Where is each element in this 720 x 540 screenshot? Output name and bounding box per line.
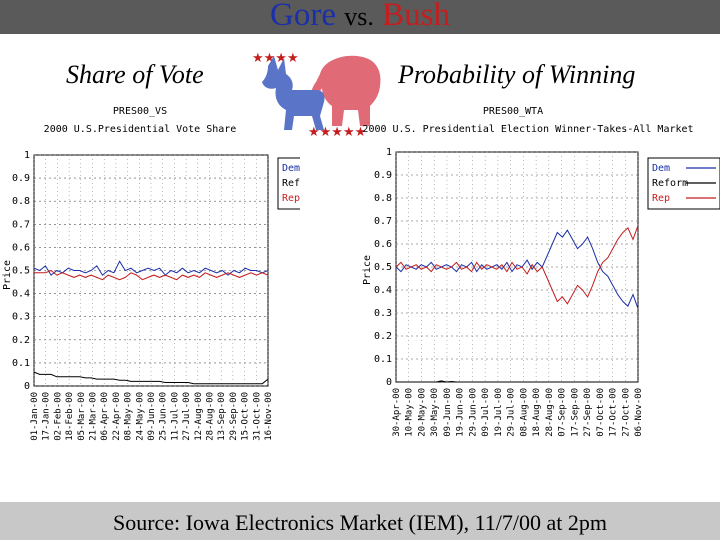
right-subtitle: Probability of Winning — [398, 60, 636, 89]
y-tick-label: 0.4 — [12, 289, 30, 300]
y-axis-label: Price — [362, 255, 373, 285]
x-tick-label: 27-Oct-00 — [621, 388, 631, 437]
x-tick-label: 09-Jun-00 — [147, 392, 157, 441]
x-tick-label: 20-May-00 — [417, 388, 427, 437]
y-tick-label: 0.4 — [374, 285, 392, 296]
winner-takes-all-chart: PRES00_WTA 2000 U.S. Presidential Electi… — [362, 106, 720, 437]
x-tick-label: 18-Feb-00 — [65, 392, 75, 441]
chart-code: PRES00_VS — [113, 106, 167, 117]
series-line-reform — [396, 380, 638, 383]
x-tick-label: 15-Oct-00 — [241, 392, 251, 441]
x-tick-label: 27-Sep-00 — [583, 388, 593, 437]
x-tick-label: 06-Nov-00 — [634, 388, 644, 437]
y-tick-label: 0.5 — [374, 262, 392, 273]
x-tick-label: 12-Aug-00 — [194, 392, 204, 441]
left-subtitle: Share of Vote — [66, 60, 204, 89]
x-tick-label: 30-May-00 — [430, 388, 440, 437]
y-tick-label: 0 — [386, 377, 392, 388]
x-tick-label: 17-Jan-00 — [42, 392, 52, 441]
x-tick-label: 19-Jul-00 — [494, 388, 504, 437]
chart-title: 2000 U.S.Presidential Vote Share — [44, 124, 237, 135]
title-gore: Gore — [270, 0, 336, 33]
series-line-repvs — [34, 269, 269, 281]
y-tick-label: 0.1 — [374, 354, 392, 365]
y-tick-label: 0.5 — [12, 266, 30, 277]
title-bar — [0, 0, 720, 34]
legend-label: Rep — [652, 193, 670, 204]
x-tick-label: 29-Jul-00 — [507, 388, 517, 437]
x-tick-label: 09-Jun-00 — [443, 388, 453, 437]
x-tick-label: 17-Sep-00 — [570, 388, 580, 437]
y-tick-label: 0 — [24, 381, 30, 392]
y-tick-label: 0.8 — [12, 196, 30, 207]
y-tick-label: 0.2 — [374, 331, 392, 342]
legend-label: RepVS — [282, 193, 300, 204]
x-tick-label: 13-Sep-00 — [217, 392, 227, 441]
vote-share-chart: PRES00_VS 2000 U.S.Presidential Vote Sha… — [2, 106, 300, 441]
y-tick-label: 1 — [24, 150, 30, 161]
x-tick-label: 28-Aug-00 — [545, 388, 555, 437]
chart-title: 2000 U.S. Presidential Election Winner-T… — [362, 124, 693, 135]
x-tick-label: 06-Apr-00 — [100, 392, 110, 441]
y-tick-label: 0.3 — [374, 308, 392, 319]
y-tick-label: 0.9 — [12, 173, 30, 184]
title-vs: vs. — [344, 2, 374, 31]
y-tick-label: 0.9 — [374, 170, 392, 181]
footer-bar — [0, 502, 720, 540]
x-tick-label: 02-Feb-00 — [53, 392, 63, 441]
y-tick-label: 0.6 — [374, 239, 392, 250]
donkey-elephant-logo-icon: ★★★★ ★★★★★ — [252, 51, 381, 140]
series-line-rep — [395, 225, 639, 305]
x-tick-label: 18-Aug-00 — [532, 388, 542, 437]
x-tick-label: 28-Aug-00 — [206, 392, 216, 441]
legend-label: Dem — [652, 163, 670, 174]
y-tick-label: 0.7 — [12, 219, 30, 230]
x-tick-label: 19-Jun-00 — [456, 388, 466, 437]
series-line-reformvs — [33, 371, 269, 385]
x-tick-label: 10-May-00 — [405, 388, 415, 437]
x-tick-label: 11-Jul-00 — [170, 392, 180, 441]
chart-code: PRES00_WTA — [483, 106, 543, 117]
legend-box — [277, 157, 300, 210]
x-tick-label: 08-Aug-00 — [519, 388, 529, 437]
y-tick-label: 0.7 — [374, 216, 392, 227]
y-tick-label: 1 — [386, 147, 392, 158]
x-tick-label: 08-May-00 — [124, 392, 134, 441]
legend-label: Reform — [652, 178, 688, 189]
x-tick-label: 24-May-00 — [135, 392, 145, 441]
y-tick-label: 0.8 — [374, 193, 392, 204]
title-bush: Bush — [382, 0, 450, 33]
x-tick-label: 09-Jul-00 — [481, 388, 491, 437]
x-tick-label: 01-Jan-00 — [30, 392, 40, 441]
svg-text:★★★★: ★★★★ — [252, 51, 299, 66]
legend-label: ReformVS — [282, 178, 300, 189]
x-tick-label: 25-Jun-00 — [159, 392, 169, 441]
legend-label: DemVS — [282, 163, 300, 174]
series-line-dem — [395, 229, 639, 309]
x-tick-label: 31-Oct-00 — [252, 392, 262, 441]
y-tick-label: 0.3 — [12, 312, 30, 323]
slide-title: Gore vs. Bush — [0, 0, 720, 34]
series-line-demvs — [33, 260, 269, 276]
x-tick-label: 16-Nov-00 — [264, 392, 274, 441]
x-tick-label: 29-Jun-00 — [468, 388, 478, 437]
x-tick-label: 29-Sep-00 — [229, 392, 239, 441]
x-tick-label: 21-Mar-00 — [89, 392, 99, 441]
x-tick-label: 17-Oct-00 — [609, 388, 619, 437]
y-tick-label: 0.1 — [12, 358, 30, 369]
source-caption: Source: Iowa Electronics Market (IEM), 1… — [112, 510, 608, 535]
x-tick-label: 27-Jul-00 — [182, 392, 192, 441]
x-tick-label: 07-Oct-00 — [596, 388, 606, 437]
x-tick-label: 30-Apr-00 — [392, 388, 402, 437]
y-tick-label: 0.6 — [12, 242, 30, 253]
y-axis-label: Price — [2, 260, 13, 290]
y-tick-label: 0.2 — [12, 335, 30, 346]
x-tick-label: 05-Mar-00 — [77, 392, 87, 441]
x-tick-label: 22-Apr-00 — [112, 392, 122, 441]
x-tick-label: 07-Sep-00 — [558, 388, 568, 437]
